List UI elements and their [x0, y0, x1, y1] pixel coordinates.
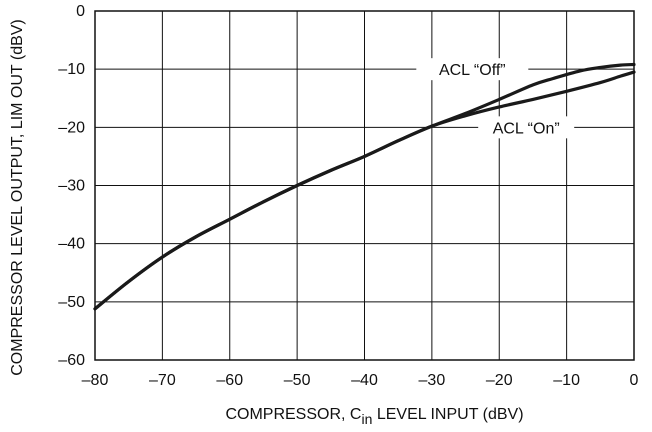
y-tick-label: –30 — [58, 178, 85, 195]
x-tick-labels: –80 –70 –60 –50 –40 –30 –20 –10 0 — [82, 372, 639, 389]
x-tick-label: –80 — [82, 372, 109, 389]
x-axis-label: COMPRESSOR, Cin LEVEL INPUT (dBV) — [225, 406, 523, 427]
x-tick-label: –30 — [419, 372, 446, 389]
x-tick-label: –40 — [351, 372, 378, 389]
annotations: ACL “Off” ACL “On” — [416, 58, 574, 138]
y-tick-labels: 0 –10 –20 –30 –40 –50 –60 — [58, 3, 85, 369]
annotation-acl-on: ACL “On” — [493, 120, 560, 137]
y-tick-label: 0 — [76, 3, 85, 20]
y-tick-label: –10 — [58, 61, 85, 78]
y-tick-label: –60 — [58, 352, 85, 369]
x-tick-label: –60 — [216, 372, 243, 389]
annotation-acl-off: ACL “Off” — [439, 62, 506, 79]
x-tick-label: –10 — [553, 372, 580, 389]
x-axis-label-subscript: in — [361, 411, 372, 427]
x-axis-label-post: LEVEL INPUT (dBV) — [372, 406, 523, 423]
x-tick-label: 0 — [630, 372, 639, 389]
y-tick-label: –40 — [58, 236, 85, 253]
x-tick-label: –20 — [486, 372, 513, 389]
grid — [95, 11, 634, 360]
y-tick-label: –50 — [58, 294, 85, 311]
x-tick-label: –70 — [149, 372, 176, 389]
x-axis-label-pre: COMPRESSOR, C — [225, 406, 361, 423]
y-axis-label: COMPRESSOR LEVEL OUTPUT, LIM OUT (dBV) — [9, 19, 26, 376]
x-tick-label: –50 — [284, 372, 311, 389]
y-tick-label: –20 — [58, 119, 85, 136]
